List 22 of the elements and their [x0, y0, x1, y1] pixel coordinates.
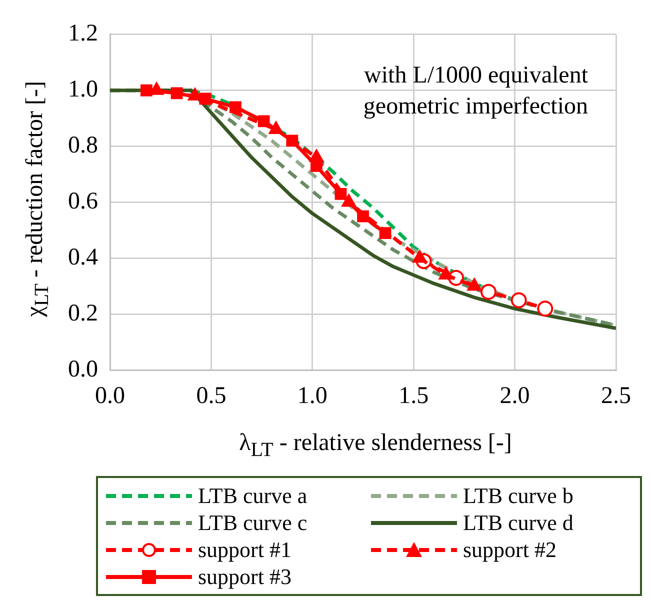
- x-axis-title: λ$_{LT}$ - relative slenderness [-]: [238, 430, 513, 462]
- x-tick-label: 1.5: [398, 382, 429, 409]
- legend-label: LTB curve c: [198, 509, 308, 536]
- y-tick-label: 1.0: [68, 76, 98, 103]
- x-tick-label: 2.5: [601, 382, 631, 409]
- x-tick-label: 0.5: [196, 382, 226, 409]
- y-tick-label: 0.2: [68, 300, 98, 327]
- legend-label: support #2: [463, 536, 556, 563]
- legend-label: LTB curve b: [463, 482, 574, 509]
- annotation: with L/1000 equivalent geometric imperfection: [363, 62, 588, 120]
- x-tick-label: 2.0: [500, 382, 530, 409]
- y-tick-label: 0.4: [68, 244, 98, 271]
- y-tick-label: 0.8: [68, 132, 98, 159]
- x-tick-label: 1.0: [297, 382, 328, 409]
- legend-label: support #3: [198, 563, 292, 590]
- x-tick-label: 0.0: [95, 382, 125, 409]
- legend-label: LTB curve d: [463, 509, 574, 536]
- y-tick-label: 0.6: [68, 188, 98, 215]
- y-tick-label: 1.2: [68, 20, 98, 47]
- legend-label: support #1: [198, 536, 292, 563]
- y-tick-label: 0.0: [68, 356, 98, 382]
- legend-label: LTB curve a: [198, 482, 308, 509]
